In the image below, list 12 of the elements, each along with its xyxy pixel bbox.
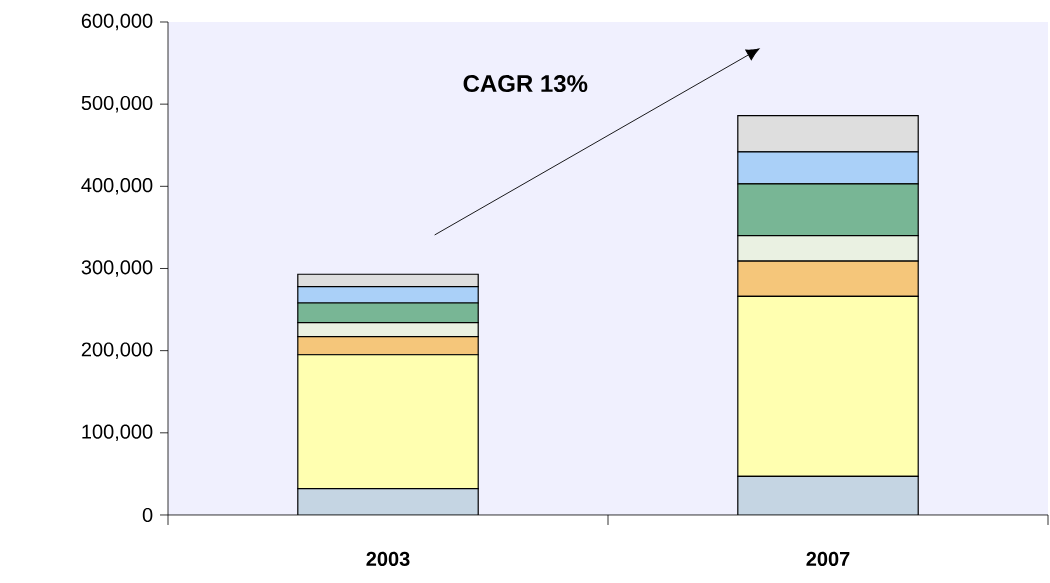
y-tick-label: 500,000 <box>81 95 153 113</box>
y-tick-label: 0 <box>142 507 153 523</box>
y-tick-label: 100,000 <box>82 424 153 442</box>
annotation: CAGR 13% <box>463 75 588 93</box>
y-tick-label: 400,000 <box>81 178 153 195</box>
y-tick-label: 300,000 <box>81 260 153 277</box>
bar <box>737 475 919 515</box>
y-tick-label: 200,000 <box>81 342 153 359</box>
x-tick-label: 2007 <box>806 551 850 567</box>
x-tick-label: 2003 <box>366 551 410 567</box>
y-tick-label: 600,000 <box>81 13 153 31</box>
bar <box>297 488 479 515</box>
